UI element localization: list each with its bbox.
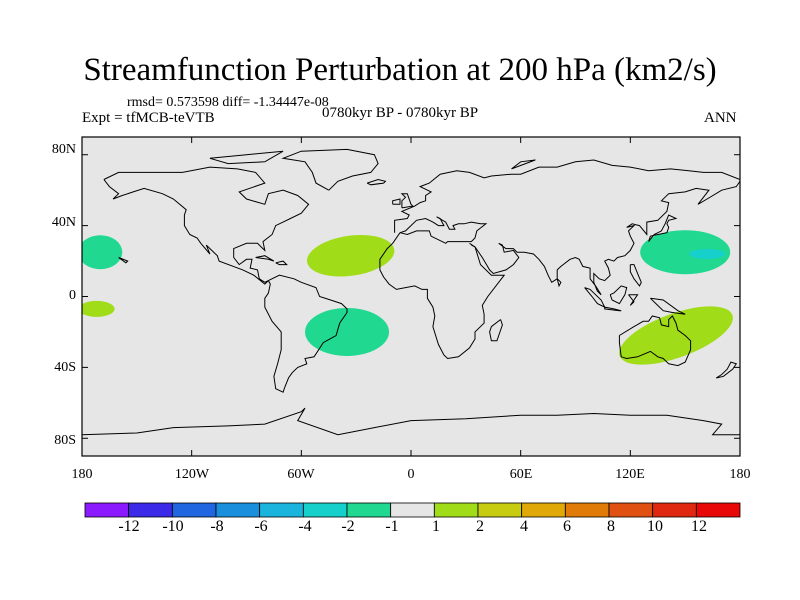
colorbar-label: 12: [691, 518, 707, 535]
lat-label-40n: 40N: [51, 215, 76, 230]
colorbar-swatch: [84, 502, 130, 518]
coastlines: [82, 148, 740, 436]
lon-label-60w: 60W: [287, 467, 315, 482]
anomaly-region: [619, 306, 733, 365]
colorbar-label: 4: [520, 518, 528, 535]
coastline: [392, 198, 401, 205]
map-background: [82, 137, 740, 456]
anomaly-region: [305, 307, 390, 356]
colorbar-swatch: [695, 502, 741, 518]
colorbar-swatch: [477, 502, 523, 518]
coastline: [399, 216, 488, 244]
coastline: [209, 150, 284, 165]
anomaly-layer: [82, 230, 733, 365]
coastline: [471, 181, 740, 296]
coastline: [629, 264, 642, 287]
colorbar-label: 6: [563, 518, 571, 535]
colorbar: [84, 502, 741, 518]
lon-label-60e: 60E: [509, 467, 533, 482]
coastline: [103, 166, 310, 285]
colorbar-label: -2: [341, 518, 355, 535]
coastline: [400, 193, 414, 209]
lon-label-180e: 180: [729, 467, 751, 482]
figure-title: Streamfunction Perturbation at 200 hPa (…: [83, 52, 717, 88]
anomaly-region: [307, 235, 395, 277]
colorbar-swatch: [346, 502, 392, 518]
coastline: [275, 260, 288, 266]
lon-label-120e: 120E: [615, 467, 645, 482]
coastline: [489, 319, 503, 342]
colorbar-label: -12: [118, 518, 140, 535]
experiment-label: Expt = tfMCB-teVTB: [82, 110, 215, 126]
lat-label-40s: 40S: [54, 360, 76, 375]
coastline: [255, 255, 275, 262]
coastline: [82, 407, 740, 436]
coastline: [650, 297, 686, 315]
coastline: [609, 285, 628, 305]
coastline: [604, 306, 622, 312]
colorbar-label: 10: [647, 518, 663, 535]
colorbar-swatch: [521, 502, 566, 518]
coastline: [511, 159, 536, 170]
colorbar-label: -4: [298, 518, 312, 535]
colorbar-label: 2: [476, 518, 484, 535]
colorbar-label: -8: [210, 518, 224, 535]
coastline: [618, 315, 692, 367]
lat-label-0: 0: [69, 288, 76, 303]
anomaly-region: [689, 248, 726, 259]
colorbar-swatch: [608, 502, 654, 518]
colorbar-swatch: [564, 502, 610, 518]
lon-label-120w: 120W: [174, 467, 210, 482]
colorbar-swatch: [128, 502, 173, 518]
anomaly-region: [640, 230, 731, 275]
coastline: [379, 232, 506, 360]
colorbar-swatch: [171, 502, 217, 518]
coastline: [118, 257, 129, 264]
period-label: 0780kyr BP - 0780kyr BP: [322, 105, 479, 121]
coastline: [394, 159, 740, 233]
colorbar-label: 1: [432, 518, 440, 535]
coastline: [556, 278, 562, 288]
colorbar-swatch: [302, 502, 348, 518]
lat-label-80n: 80N: [51, 142, 76, 157]
colorbar-swatch: [433, 502, 479, 518]
axis-ticks: [81, 137, 741, 456]
coastline: [648, 214, 678, 242]
colorbar-swatch: [390, 502, 435, 518]
colorbar-swatch: [652, 502, 697, 518]
coastline: [628, 294, 639, 306]
coastline: [281, 148, 379, 191]
colorbar-label: -1: [385, 518, 399, 535]
colorbar-label: 8: [607, 518, 615, 535]
colorbar-label: -6: [254, 518, 268, 535]
lon-label-180w: 180: [71, 467, 93, 482]
colorbar-swatch: [259, 502, 304, 518]
coastline: [715, 361, 738, 379]
season-label: ANN: [704, 110, 737, 126]
coastline: [366, 178, 387, 186]
anomaly-region: [82, 300, 115, 317]
rmsd-diff-stats: rmsd= 0.573598 diff= -1.34447e-08: [127, 95, 329, 110]
colorbar-swatch: [215, 502, 261, 518]
coastline: [264, 274, 348, 393]
colorbar-label: -10: [162, 518, 184, 535]
lat-label-80s: 80S: [54, 433, 76, 448]
anomaly-region: [82, 235, 123, 270]
lon-label-0: 0: [407, 467, 415, 482]
